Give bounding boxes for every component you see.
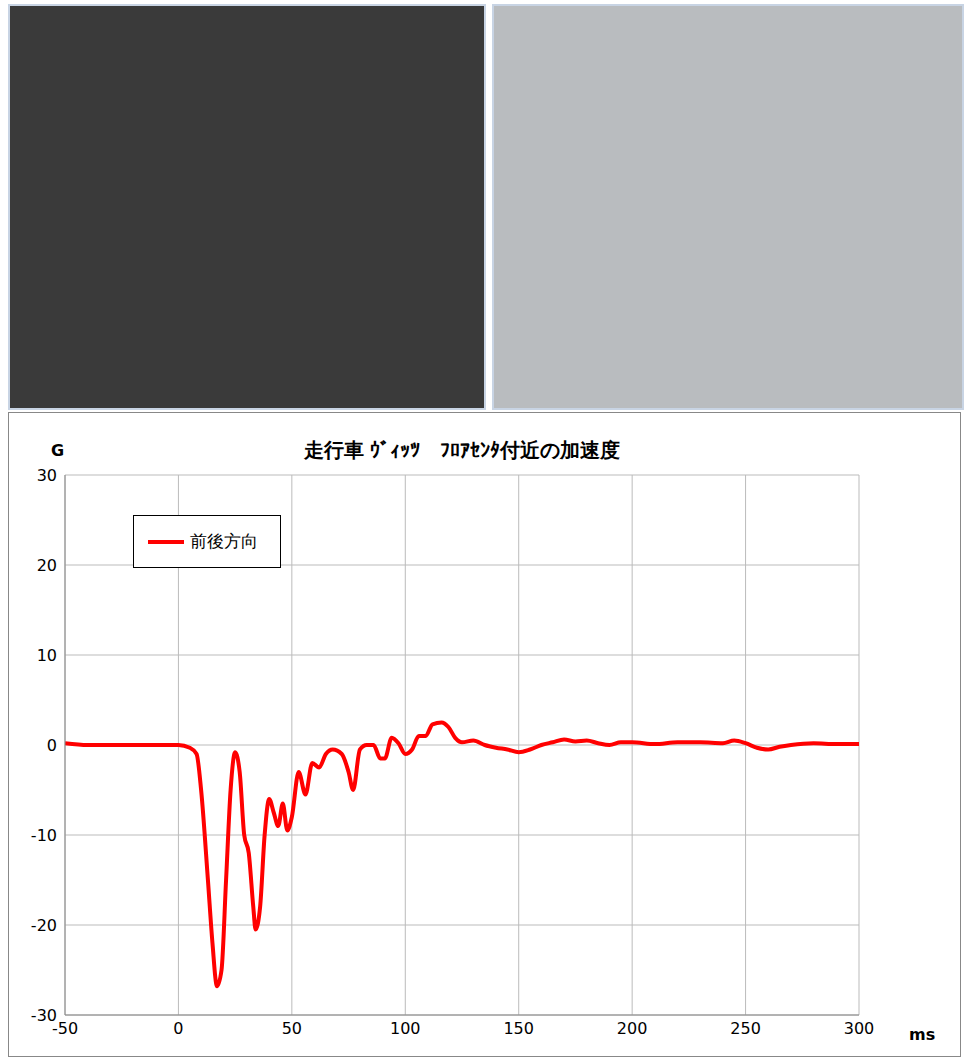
html-text:G: G <box>51 441 65 460</box>
svg-text:-10: -10 <box>31 826 57 845</box>
svg-text:100: 100 <box>390 1019 421 1038</box>
svg-text:0: 0 <box>47 736 57 755</box>
html-text:走行車 ｳﾞｨｯﾂ ﾌﾛｱｾﾝﾀ付近の加速度: 走行車 ｳﾞｨｯﾂ ﾌﾛｱｾﾝﾀ付近の加速度 <box>303 438 621 462</box>
svg-text:0: 0 <box>173 1019 183 1038</box>
svg-text:250: 250 <box>730 1019 761 1038</box>
svg-text:-50: -50 <box>51 1019 79 1039</box>
svg-text:10: 10 <box>37 646 57 665</box>
svg-text:300: 300 <box>844 1019 875 1038</box>
html-text:前後方向: 前後方向 <box>190 531 258 551</box>
svg-text:30: 30 <box>37 466 57 485</box>
svg-text:-30: -30 <box>31 1006 57 1025</box>
svg-text:200: 200 <box>617 1019 648 1038</box>
html-text:ms: ms <box>909 1025 936 1044</box>
svg-text:50: 50 <box>282 1019 302 1038</box>
svg-text:150: 150 <box>503 1019 534 1038</box>
svg-text:20: 20 <box>37 556 57 575</box>
svg-text:-20: -20 <box>31 916 57 935</box>
